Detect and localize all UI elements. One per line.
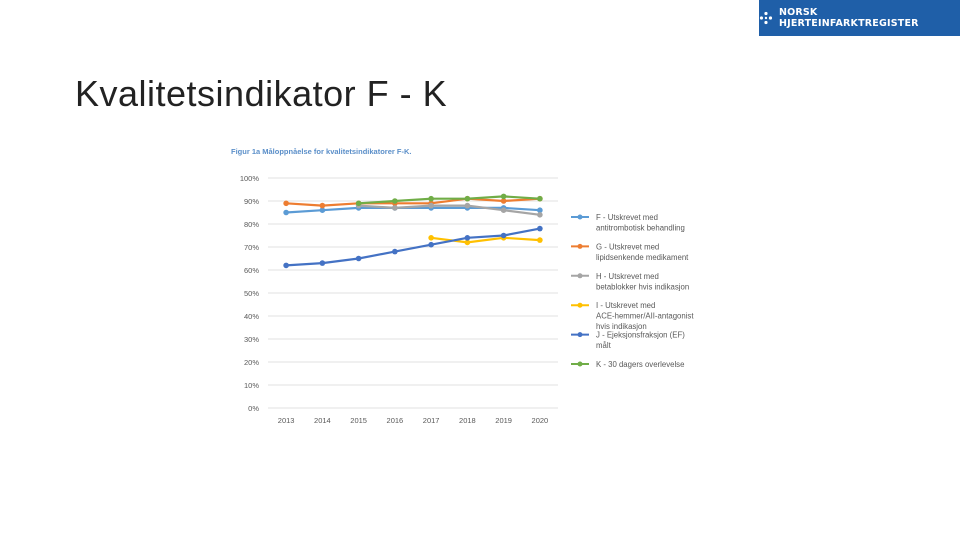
series-line	[286, 206, 540, 214]
data-point	[392, 198, 398, 204]
legend-swatch-dot	[577, 332, 583, 338]
data-point	[283, 200, 289, 207]
legend-label: H - Utskrevet med betablokker hvis indika…	[596, 272, 689, 292]
legend-swatch-dot	[577, 273, 583, 279]
y-tick-label: 10%	[244, 381, 259, 390]
data-point	[500, 198, 507, 204]
chart-title: Figur 1a Måloppnåelse for kvalitetsindik…	[231, 147, 412, 156]
y-tick-label: 70%	[244, 243, 259, 252]
y-tick-label: 60%	[244, 266, 259, 275]
data-point	[319, 207, 326, 213]
data-point	[537, 237, 543, 243]
series-line	[358, 204, 541, 216]
data-point	[500, 193, 507, 200]
data-point	[392, 205, 398, 211]
legend-swatch-dot	[577, 243, 583, 249]
x-tick-label: 2014	[314, 416, 331, 425]
x-tick-label: 2020	[532, 416, 549, 425]
slide-title: Kvalitetsindikator F - K	[75, 73, 448, 114]
x-tick-label: 2013	[278, 416, 295, 425]
data-point	[537, 195, 543, 202]
series-line	[286, 197, 540, 207]
brand-name: NORSK HJERTEINFARKTREGISTER	[778, 7, 919, 29]
legend-label: K - 30 dagers overlevelse	[596, 360, 684, 369]
y-tick-label: 30%	[244, 335, 259, 344]
data-point	[319, 202, 326, 209]
data-point	[319, 260, 326, 266]
series-line	[358, 195, 540, 205]
x-tick-label: 2018	[459, 416, 476, 425]
y-tick-label: 40%	[244, 312, 259, 321]
data-point	[428, 202, 434, 209]
series-line	[286, 227, 541, 267]
legend-swatch-dot	[577, 214, 583, 220]
y-tick-label: 90%	[244, 197, 259, 206]
data-point	[464, 195, 471, 202]
data-point	[355, 255, 362, 262]
data-point	[428, 235, 434, 241]
x-tick-label: 2015	[350, 416, 367, 425]
y-tick-label: 50%	[244, 289, 259, 298]
legend-label: G - Utskrevet med lipidsenkende medikamen…	[596, 242, 689, 262]
legend-swatch-dot	[577, 302, 583, 308]
data-point	[500, 232, 507, 239]
x-tick-label: 2017	[423, 416, 440, 425]
data-point	[392, 248, 398, 255]
legend-label: I - Utskrevet med ACE-hemmer/AII-antagoni…	[596, 301, 694, 331]
legend-label: J - Ejeksjonsfraksjon (EF) målt	[596, 331, 685, 351]
legend-swatch-dot	[577, 361, 583, 367]
legend-label: F - Utskrevet med antitrombotisk behandli…	[596, 213, 685, 233]
chart-area: 0% 10% 20% 30% 40% 50% 60% 70% 80% 90% 100% 2013 201…	[228, 140, 728, 430]
data-point	[428, 241, 434, 248]
heart-dots-icon	[759, 11, 773, 25]
x-tick-label: 2016	[387, 416, 404, 425]
brand-bar: NORSK HJERTEINFARKTREGISTER	[759, 0, 960, 36]
series-line	[430, 236, 540, 244]
data-point	[537, 225, 543, 232]
x-tick-label: 2019	[495, 416, 512, 425]
y-tick-label: 0%	[248, 404, 259, 413]
data-point	[464, 202, 471, 209]
y-tick-label: 100%	[240, 174, 260, 183]
data-point	[464, 235, 471, 241]
data-point	[537, 207, 543, 213]
data-point	[464, 239, 471, 246]
line-chart: 0% 10% 20% 30% 40% 50% 60% 70% 80% 90% 100% 2013 201…	[240, 174, 695, 425]
data-point	[537, 212, 543, 218]
data-point	[355, 200, 362, 207]
data-point	[283, 209, 289, 216]
data-point	[500, 207, 507, 213]
data-point	[283, 262, 289, 269]
data-point	[428, 195, 434, 202]
y-tick-label: 20%	[244, 358, 259, 367]
y-tick-label: 80%	[244, 220, 259, 229]
